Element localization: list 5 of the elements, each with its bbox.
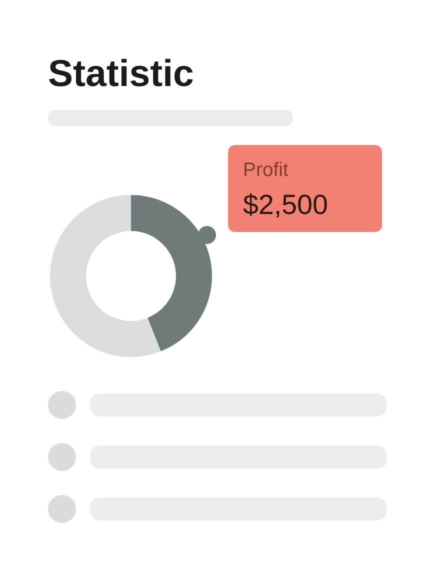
donut-slice <box>131 195 212 352</box>
text: $2,500 <box>243 193 327 218</box>
chart-title: Statistic <box>49 58 193 86</box>
text: Profit <box>244 162 288 176</box>
donut-slice <box>50 195 161 357</box>
